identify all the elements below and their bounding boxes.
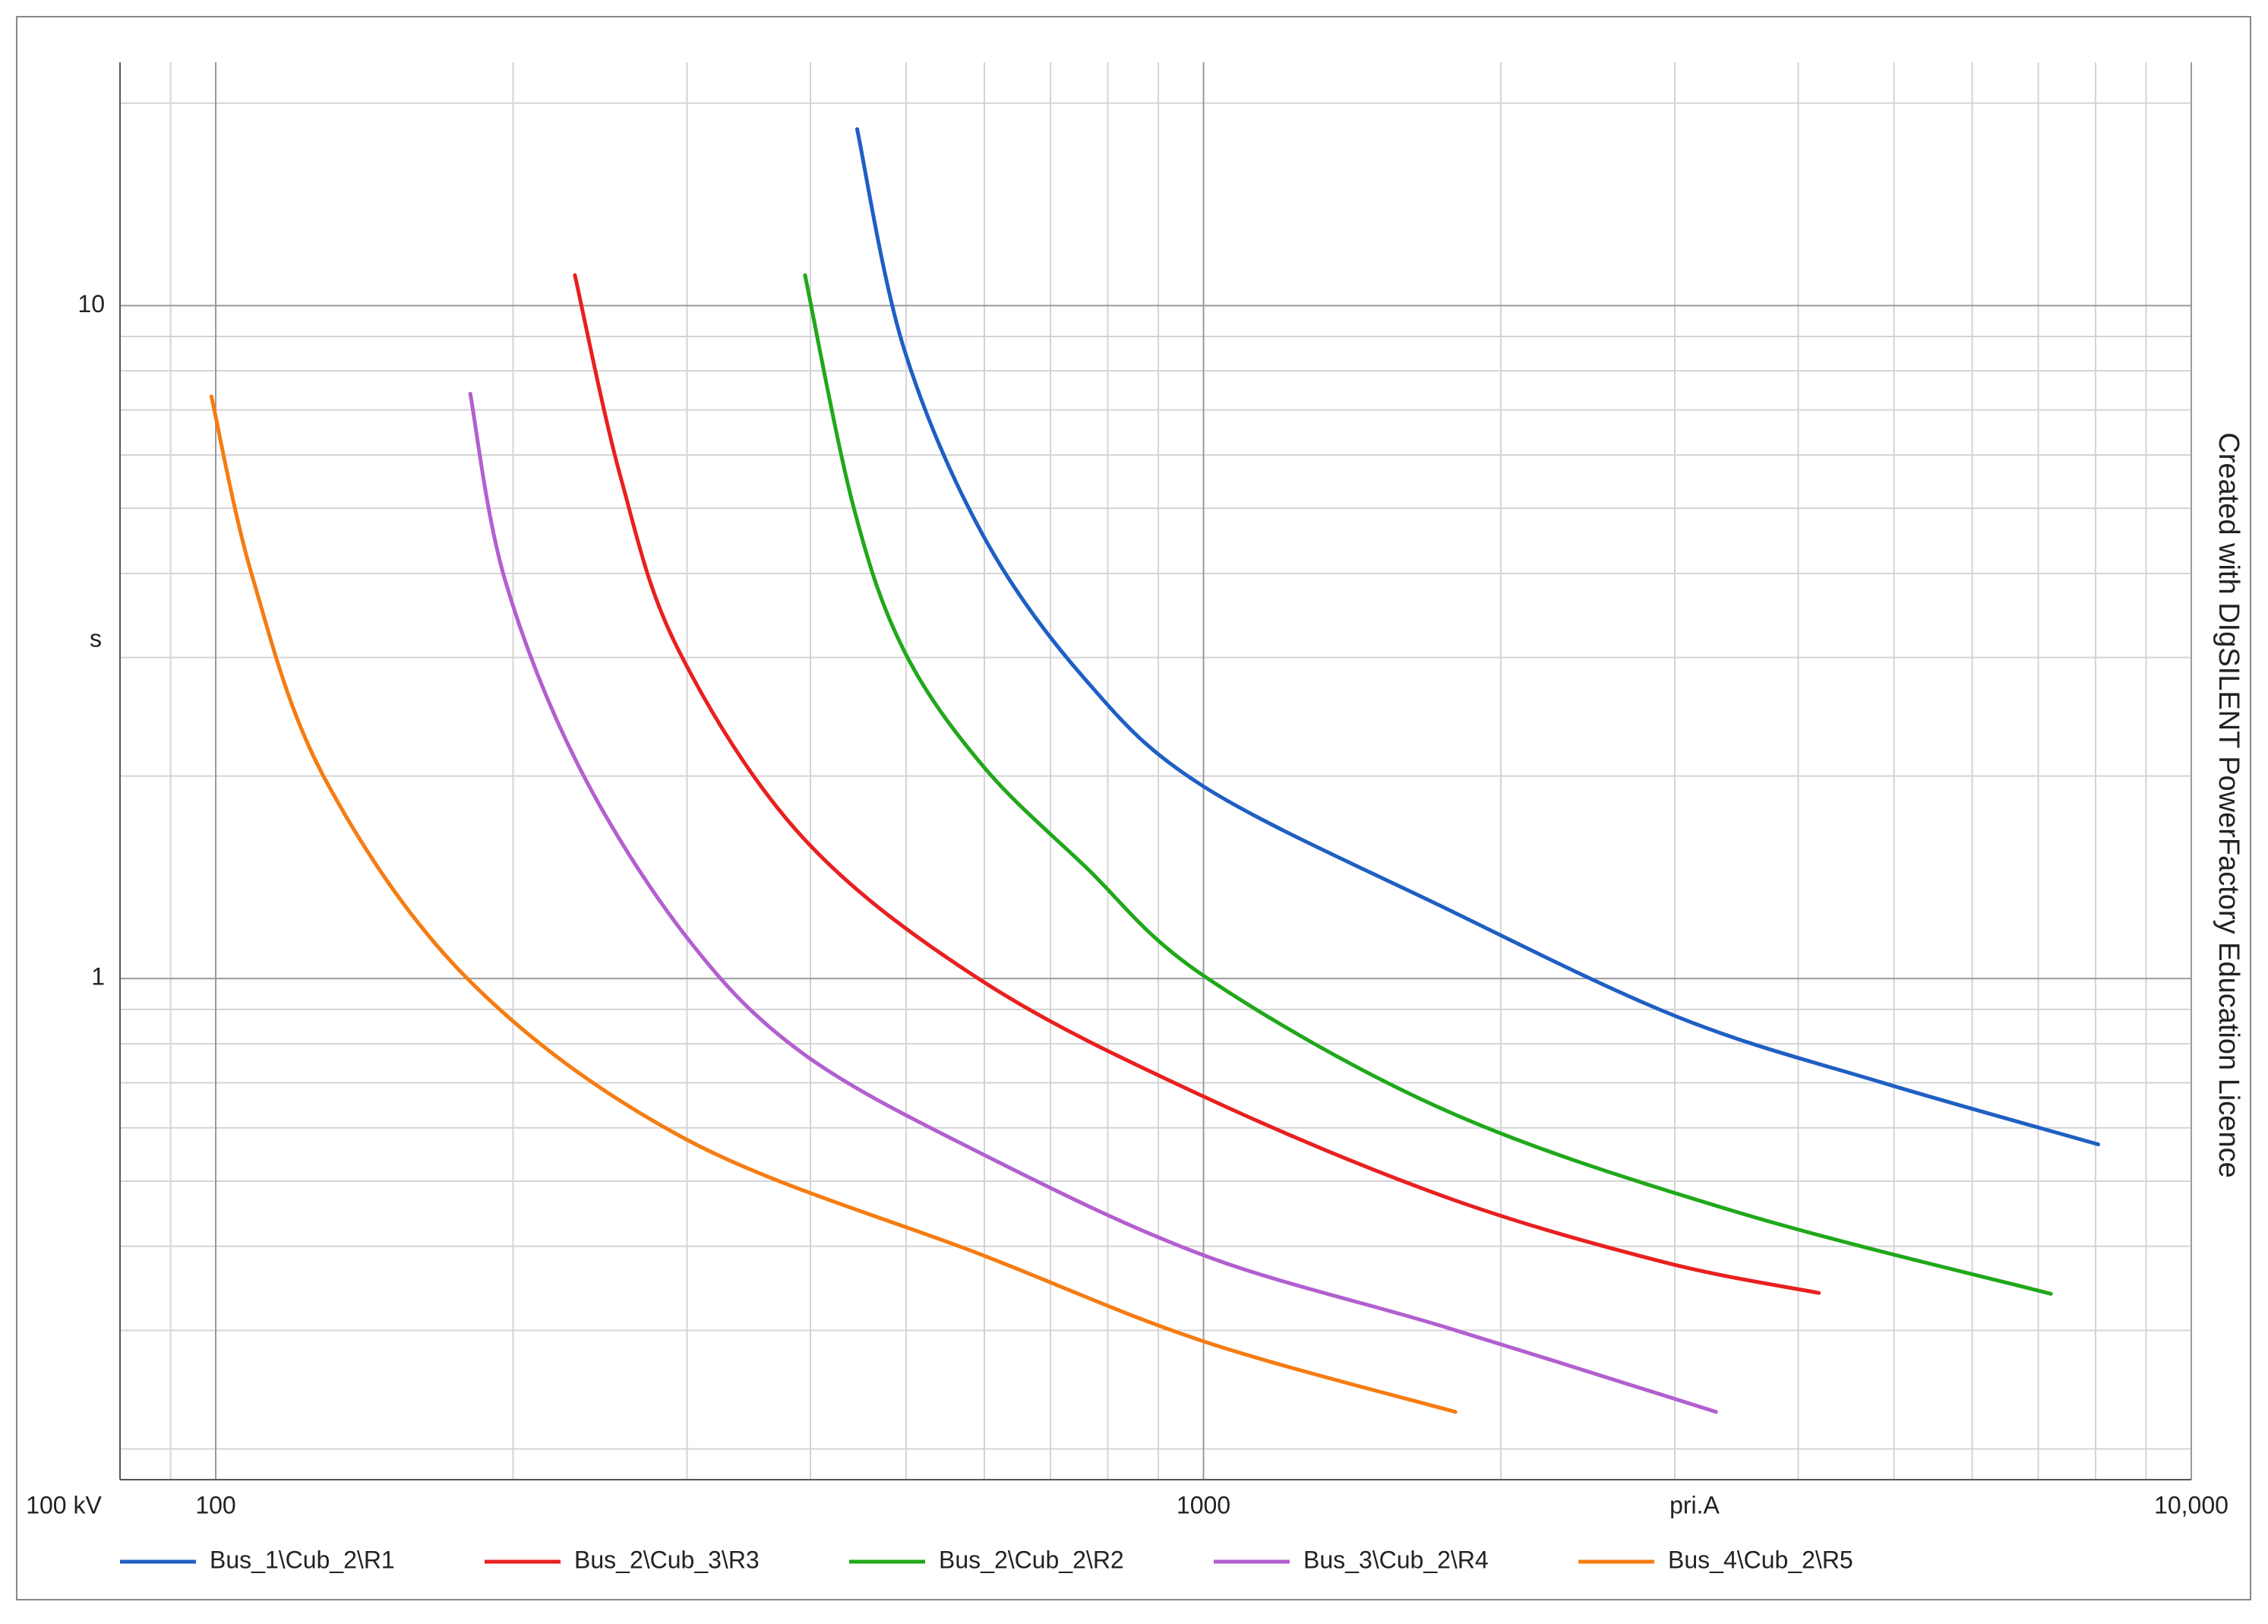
legend-label: Bus_2\Cub_2\R2	[939, 1546, 1124, 1573]
series-line	[803, 273, 2053, 1296]
legend-label: Bus_4\Cub_2\R5	[1668, 1546, 1853, 1573]
y-tick-label: 1	[91, 963, 105, 991]
y-tick-label: 10	[77, 290, 105, 318]
series-line	[573, 273, 1821, 1295]
x-tick-label: 1000	[1177, 1491, 1230, 1518]
legend-label: Bus_3\Cub_2\R4	[1303, 1546, 1489, 1573]
legend-label: Bus_1\Cub_2\R1	[210, 1546, 395, 1573]
series-line	[854, 127, 2100, 1147]
series-line	[468, 391, 1718, 1414]
watermark: Created with DIgSILENT PowerFactory Educ…	[2213, 432, 2244, 1177]
reference-label: 100 kV	[26, 1491, 102, 1518]
series-line	[209, 394, 1458, 1414]
legend-label: Bus_2\Cub_3\R3	[574, 1546, 760, 1573]
frame	[16, 16, 2251, 1600]
x-axis-label: pri.A	[1669, 1491, 1720, 1518]
y-axis-label: s	[90, 624, 102, 652]
x-tick-label: 10,000	[2154, 1491, 2229, 1518]
x-tick-label: 100	[195, 1491, 235, 1518]
